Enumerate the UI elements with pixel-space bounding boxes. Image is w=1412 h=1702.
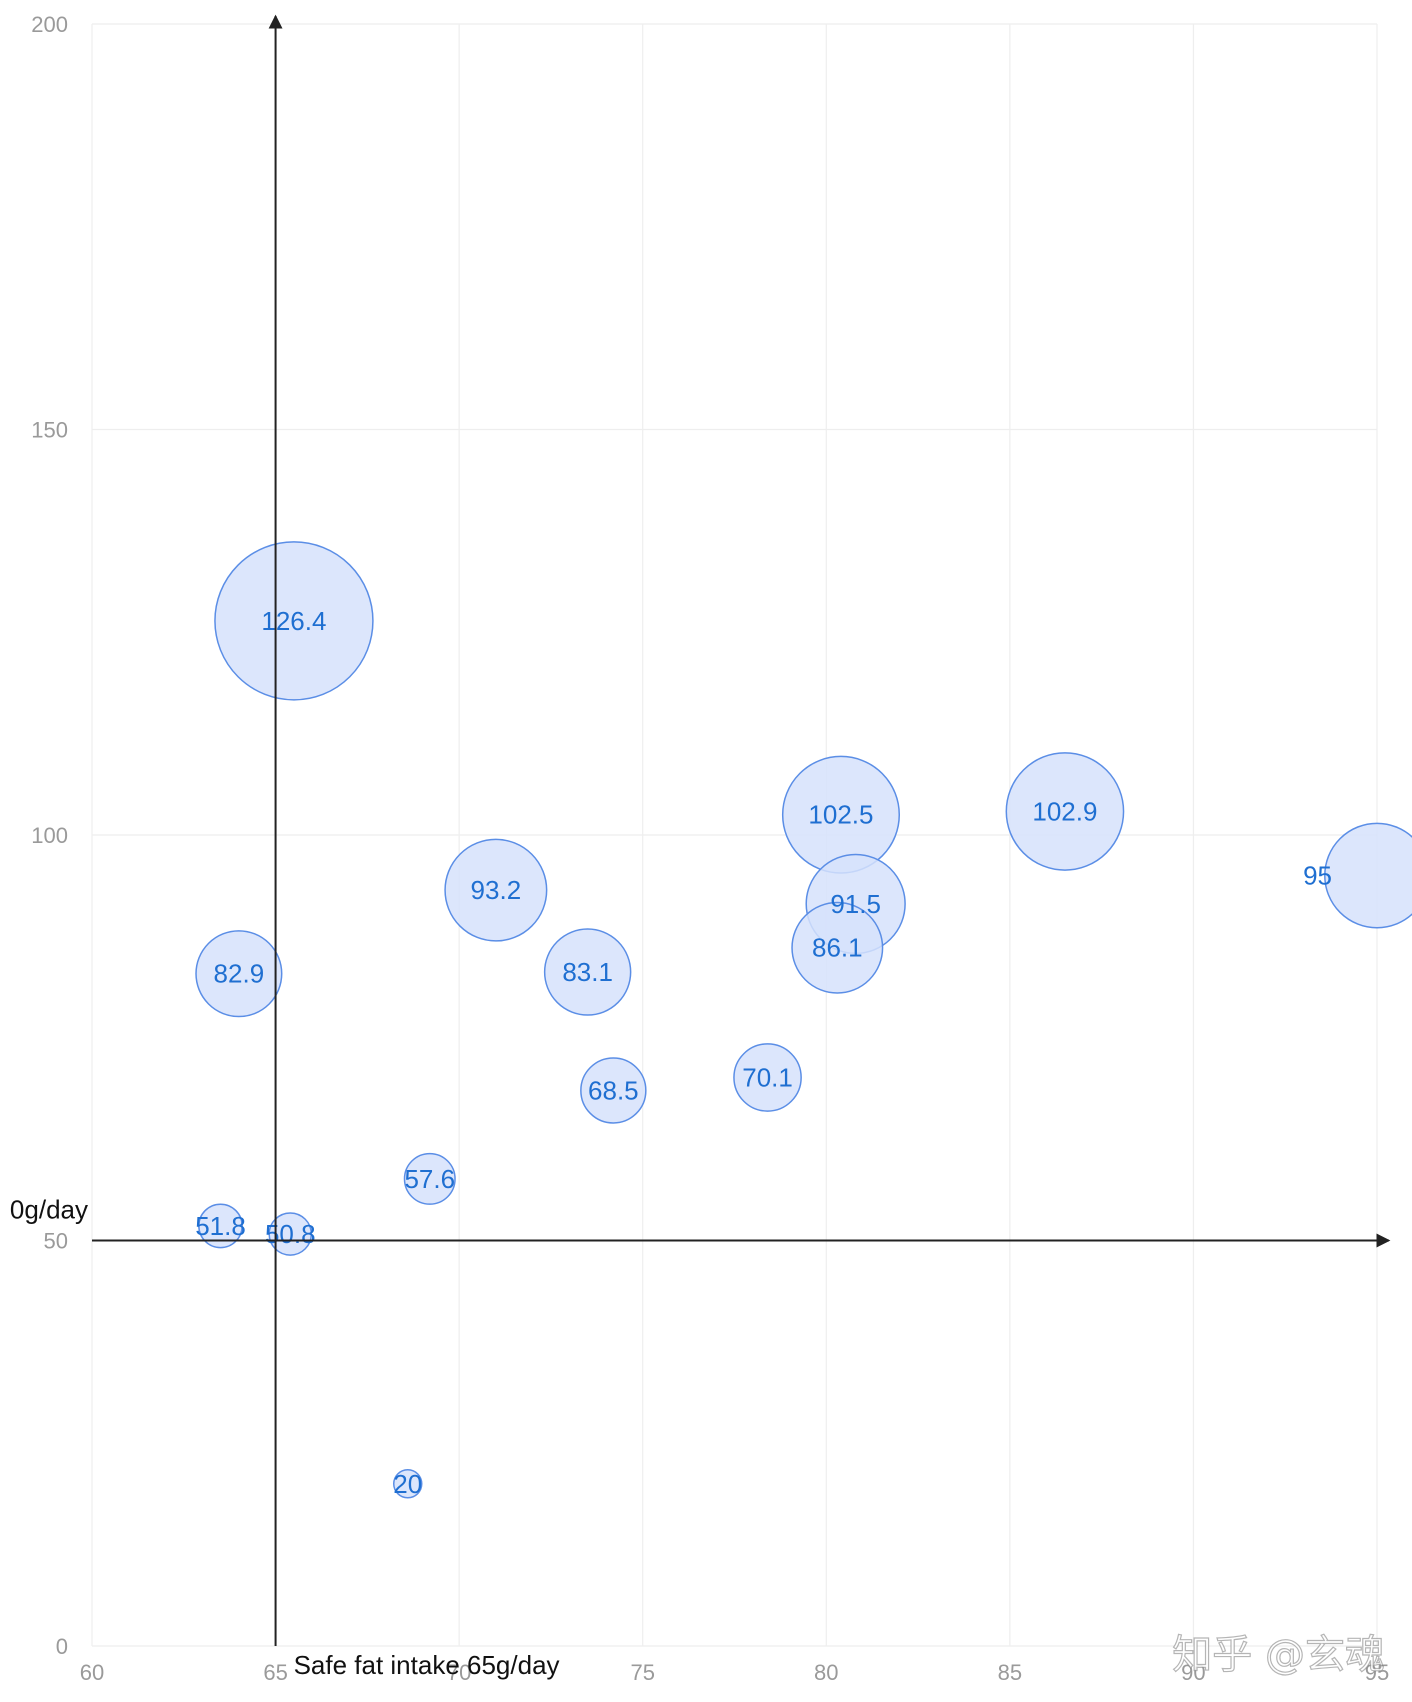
y-tick-label: 0: [56, 1634, 68, 1659]
x-tick-label: 60: [80, 1660, 104, 1685]
bubble-label: 68.5: [588, 1075, 639, 1105]
bubble-label: 102.5: [808, 800, 873, 830]
bubble-label: 82.9: [214, 959, 265, 989]
bubble: [733, 1043, 802, 1112]
bubble-label: 51.8: [195, 1211, 246, 1241]
watermark-text: 知乎 @玄魂: [1172, 1632, 1385, 1678]
bubble: [268, 1212, 313, 1256]
bubble: [444, 838, 548, 942]
bubble: [403, 1152, 456, 1205]
y-tick-label: 50: [44, 1229, 68, 1254]
bubble-label: 93.2: [471, 875, 522, 905]
bubble: [1324, 822, 1412, 929]
reference-lines: Safe fat intake 65g/day 0g/day: [10, 14, 1391, 1680]
bubble-label: 50.8: [265, 1219, 316, 1249]
y-axis-ticks: 0 50 100 150 200: [31, 12, 68, 1659]
bubble: [214, 541, 374, 701]
x-tick-label: 70: [447, 1660, 471, 1685]
bubble-label: 126.4: [261, 606, 326, 636]
y-tick-label: 200: [31, 12, 68, 37]
bubble-label: 57.6: [404, 1164, 455, 1194]
x-tick-label: 65: [263, 1660, 287, 1685]
grid-lines: [91, 23, 1378, 1647]
x-tick-label: 95: [1365, 1660, 1389, 1685]
bubble-label: 91.5: [830, 889, 881, 919]
bubble-label: 83.1: [562, 957, 613, 987]
bubble-label: 95: [1303, 861, 1332, 891]
y-tick-label: 100: [31, 823, 68, 848]
bubble: [1005, 752, 1125, 871]
y-tick-label: 150: [31, 418, 68, 443]
x-tick-label: 80: [814, 1660, 838, 1685]
bubble: [195, 930, 283, 1018]
bubble-label: 20: [393, 1469, 422, 1499]
x-tick-label: 75: [630, 1660, 654, 1685]
bubble-label: 70.1: [742, 1062, 793, 1092]
bubble: [198, 1203, 243, 1249]
bubble: [580, 1057, 647, 1124]
x-tick-label: 90: [1181, 1660, 1205, 1685]
bubble: [392, 1469, 423, 1499]
bubble-label: 102.9: [1032, 796, 1097, 826]
bubbles: 126.4 102.9 102.5 95 93.2 91.5 86.1 83.1 82.9 70.…: [195, 541, 1412, 1499]
x-tick-label: 85: [998, 1660, 1022, 1685]
bubble-label: 86.1: [812, 933, 863, 963]
x-axis-ticks: 60 65 70 75 80 85 90 95: [80, 1660, 1389, 1685]
bubble: [543, 928, 632, 1016]
vertical-reference-label: Safe fat intake 65g/day: [294, 1650, 560, 1680]
bubble: [791, 901, 884, 994]
horizontal-reference-label: 0g/day: [10, 1195, 88, 1225]
